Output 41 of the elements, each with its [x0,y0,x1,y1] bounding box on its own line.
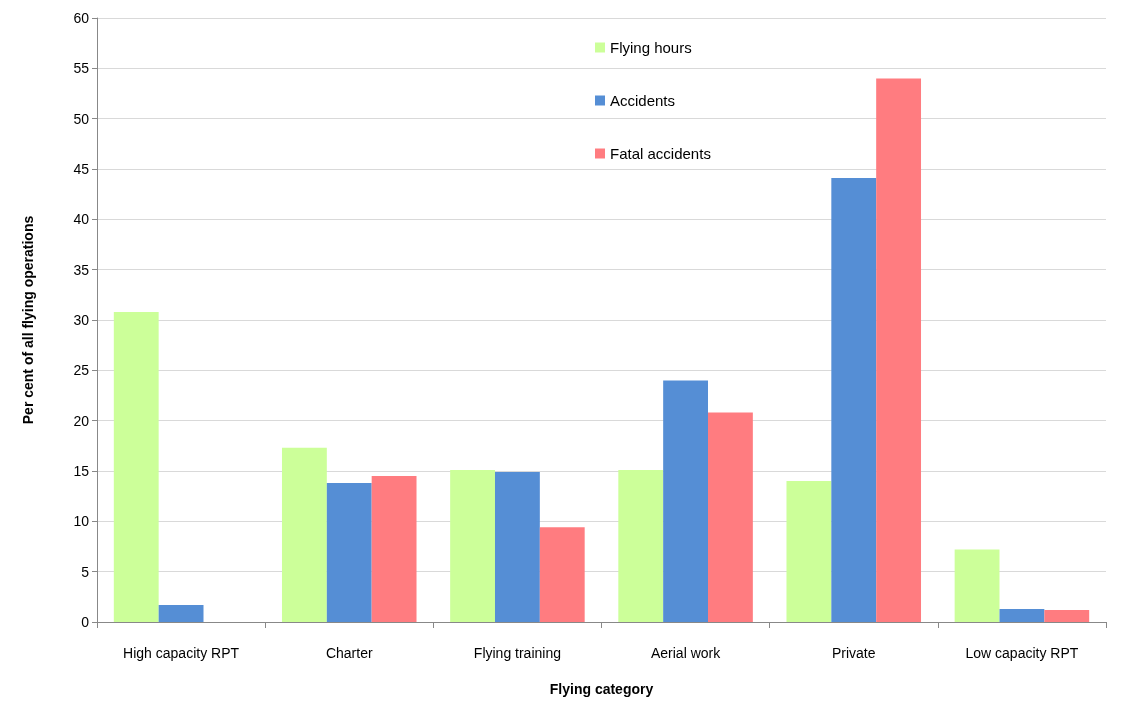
legend-label: Fatal accidents [610,145,711,162]
bar [618,469,664,622]
bar [999,608,1045,622]
x-tick-label: Aerial work [650,645,722,661]
y-tick-label: 10 [73,513,90,530]
bar [539,527,585,622]
y-tick-label: 15 [73,463,90,479]
bar [158,604,204,622]
bar [371,476,417,622]
y-tick-label: 0 [81,614,90,630]
y-axis-title: Per cent of all flying operations [20,215,36,425]
y-tick-label: 55 [73,60,90,77]
y-tick-label: 20 [73,412,90,429]
x-tick-label: Flying training [473,645,561,661]
y-tick-label: 25 [73,362,90,379]
y-tick-label: 35 [73,261,90,278]
bar [954,549,1000,622]
x-tick-label: Charter [325,645,373,661]
y-tick-label: 60 [73,10,90,26]
bar [663,380,709,622]
y-tick-label: 45 [73,161,90,177]
x-axis-title: Flying category [549,681,654,697]
legend-label: Accidents [610,92,676,109]
legend-label: Flying hours [610,39,692,56]
x-tick-label: Low capacity RPT [965,645,1079,661]
bar [1044,609,1090,622]
y-tick-label: 30 [73,312,90,328]
y-tick-label: 50 [73,110,90,127]
bar [494,472,540,622]
bar [113,311,159,622]
bar [708,412,753,622]
x-tick-label: Private [831,645,876,661]
y-tick-label: 40 [73,211,90,228]
y-tick-label: 5 [81,563,90,580]
bar [831,178,877,622]
bar [876,78,922,622]
bar [281,447,327,622]
bar [326,483,372,622]
bar [786,481,832,622]
bar [450,469,495,622]
x-tick-label: High capacity RPT [123,645,240,661]
